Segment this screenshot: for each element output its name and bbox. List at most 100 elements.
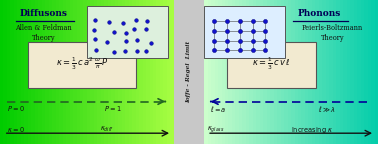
Point [262,30,268,32]
Bar [156,0,160,144]
Text: $\ell = a$: $\ell = a$ [210,104,226,114]
Bar [122,0,125,144]
Bar [17,0,21,144]
Bar [225,0,228,144]
Bar [66,0,70,144]
Bar [302,0,305,144]
Bar [90,0,94,144]
Text: $\kappa = \frac{1}{3}\,c\,a^2\,\frac{\omega}{\pi}\,P$: $\kappa = \frac{1}{3}\,c\,a^2\,\frac{\om… [56,56,108,72]
Bar [11,0,14,144]
Bar [228,0,232,144]
Point [134,39,140,41]
Point [224,20,230,22]
Bar [235,0,239,144]
Point [143,28,149,30]
Point [123,39,129,42]
Point [224,49,230,52]
Bar [111,0,115,144]
Bar [21,0,24,144]
Bar [329,0,333,144]
Point [211,39,217,42]
Bar [3,0,7,144]
Bar [31,0,35,144]
Bar [7,0,11,144]
Text: Diffusons: Diffusons [20,9,67,18]
Bar [322,0,326,144]
Bar [312,0,315,144]
Point [249,39,256,42]
Bar [215,0,218,144]
Bar [204,0,208,144]
Bar [63,0,66,144]
Bar [45,0,49,144]
Bar [24,0,28,144]
Bar [153,0,156,144]
Point [122,50,128,52]
FancyBboxPatch shape [28,42,136,88]
Point [262,20,268,22]
Bar [211,0,215,144]
Bar [305,0,308,144]
FancyBboxPatch shape [87,6,168,58]
Bar [270,0,274,144]
Bar [129,0,132,144]
Bar [143,0,146,144]
Bar [315,0,319,144]
Text: $P = 0$: $P = 0$ [7,104,25,113]
Bar [208,0,211,144]
Point [92,19,98,21]
Text: Phonons: Phonons [298,9,341,18]
Bar [280,0,284,144]
Point [121,22,127,24]
Bar [174,0,204,144]
Text: Ioffe - Regel  Limit: Ioffe - Regel Limit [186,41,192,103]
Point [237,49,243,52]
Bar [288,0,291,144]
Bar [249,0,253,144]
Point [224,30,230,32]
Point [123,32,129,34]
Text: $\kappa = 0$: $\kappa = 0$ [7,125,25,134]
Bar [108,0,111,144]
Bar [246,0,249,144]
Bar [364,0,367,144]
Point [90,29,96,32]
Bar [284,0,288,144]
Point [106,21,112,23]
Bar [239,0,242,144]
Bar [0,0,3,144]
FancyBboxPatch shape [227,42,316,88]
Bar [125,0,129,144]
Text: $P = 1$: $P = 1$ [104,104,122,113]
Bar [49,0,52,144]
Bar [101,0,104,144]
Bar [35,0,38,144]
Point [237,39,243,42]
Point [249,20,256,22]
Point [262,39,268,42]
Bar [139,0,143,144]
Bar [84,0,87,144]
Bar [357,0,361,144]
Bar [28,0,31,144]
Point [144,20,150,22]
Bar [375,0,378,144]
Bar [308,0,312,144]
Bar [263,0,267,144]
Text: Peierls-Boltzmann
Theory: Peierls-Boltzmann Theory [302,24,363,42]
Bar [146,0,150,144]
Bar [277,0,280,144]
Bar [333,0,336,144]
Bar [274,0,277,144]
Bar [350,0,354,144]
Point [211,20,217,22]
Bar [87,0,90,144]
Bar [104,0,108,144]
Bar [118,0,122,144]
Bar [170,0,174,144]
Bar [163,0,167,144]
Bar [232,0,235,144]
Bar [52,0,56,144]
Point [131,28,137,30]
Bar [132,0,136,144]
